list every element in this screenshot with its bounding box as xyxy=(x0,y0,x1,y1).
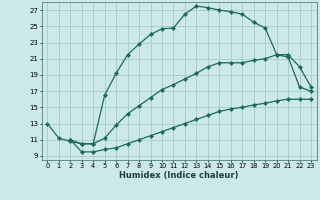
X-axis label: Humidex (Indice chaleur): Humidex (Indice chaleur) xyxy=(119,171,239,180)
